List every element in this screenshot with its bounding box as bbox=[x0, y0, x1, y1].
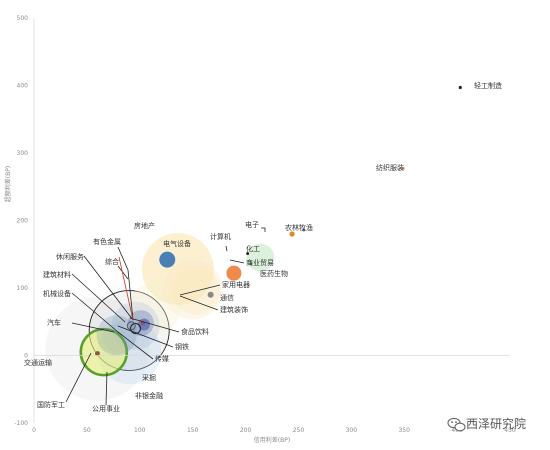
leader-line bbox=[71, 292, 119, 333]
leader-line bbox=[179, 295, 219, 311]
bubble-point bbox=[96, 315, 137, 356]
point-label: 公用事业 bbox=[92, 404, 120, 413]
leader-line bbox=[83, 255, 134, 321]
point-label: 房地产 bbox=[134, 221, 155, 230]
bubble-center-dot bbox=[142, 323, 146, 326]
leader-line bbox=[225, 245, 228, 252]
watermark-text: 西泽研究院 bbox=[466, 416, 526, 431]
leader-line bbox=[71, 322, 115, 333]
point-label: 国防军工 bbox=[37, 400, 65, 409]
point-label: 计算机 bbox=[210, 232, 231, 241]
point-label: 有色金属 bbox=[93, 237, 121, 246]
bubble-point bbox=[226, 265, 242, 281]
leader-line bbox=[117, 265, 129, 280]
wechat-icon bbox=[447, 417, 466, 432]
leader-line bbox=[71, 273, 126, 323]
y-tick-label: 300 bbox=[17, 150, 29, 157]
bubble-point bbox=[141, 233, 214, 306]
x-tick-label: 450 bbox=[504, 427, 516, 434]
leader-line bbox=[129, 317, 180, 333]
point-label: 采掘 bbox=[142, 373, 156, 382]
leader-line bbox=[117, 331, 154, 360]
leader-line bbox=[117, 246, 134, 321]
x-tick-label: 300 bbox=[346, 427, 358, 434]
point-label: 交通运输 bbox=[24, 358, 52, 367]
bubble-center-dot bbox=[209, 293, 212, 297]
y-tick-label: 500 bbox=[17, 15, 29, 22]
point-label: 综合 bbox=[105, 257, 119, 266]
axes-layer: 0 50 100 150 200 250 300 350 400 450 -100 0 100 200 30… bbox=[14, 15, 516, 434]
point-label: 休闲服务 bbox=[56, 252, 84, 261]
y-tick-label: 200 bbox=[17, 218, 29, 225]
y-tick-label: 400 bbox=[17, 83, 29, 90]
x-tick-label: 350 bbox=[398, 427, 410, 434]
point-label: 电子 bbox=[245, 220, 259, 229]
point-label: 农林牧渔 bbox=[285, 223, 313, 232]
bubble-point bbox=[130, 323, 142, 334]
y-tick-label: 0 bbox=[24, 353, 28, 360]
point-label: 电气设备 bbox=[163, 239, 191, 248]
bubble-point bbox=[246, 243, 275, 272]
x-tick-label: 50 bbox=[83, 427, 91, 434]
x-tick-label: 200 bbox=[240, 427, 252, 434]
y-tick-label: -100 bbox=[14, 420, 28, 427]
x-axis-title: 信用利差(BP) bbox=[254, 436, 290, 444]
point-label: 轻工制造 bbox=[474, 81, 502, 90]
point-label: 机械设备 bbox=[43, 289, 71, 298]
y-axis-title: 超额利差(BP) bbox=[4, 166, 12, 202]
point-label: 商业贸易 bbox=[246, 258, 274, 267]
y-tick-label: 100 bbox=[17, 285, 29, 292]
leader-line bbox=[105, 371, 108, 406]
leader-line bbox=[229, 259, 245, 264]
x-tick-label: 250 bbox=[293, 427, 305, 434]
point-label: 家用电器 bbox=[222, 280, 250, 289]
point-label: 汽车 bbox=[47, 318, 61, 327]
x-tick-label: 0 bbox=[32, 427, 36, 434]
point-label: 建筑材料 bbox=[43, 270, 71, 279]
bubble-point bbox=[126, 321, 136, 331]
leader-line bbox=[65, 352, 92, 403]
point-label: 医药生物 bbox=[260, 269, 288, 278]
bubble-point bbox=[401, 166, 405, 171]
bubble-center-dot bbox=[246, 252, 249, 255]
watermark: 西泽研究院 bbox=[447, 416, 526, 432]
bubble-point bbox=[159, 251, 176, 268]
point-label: 化工 bbox=[246, 244, 260, 253]
point-label: 通信 bbox=[220, 293, 234, 302]
bubble-point bbox=[79, 327, 129, 377]
point-label: 传媒 bbox=[155, 354, 169, 363]
leader-line bbox=[117, 325, 174, 348]
point-label: 建筑装饰 bbox=[220, 305, 248, 314]
x-tick-label: 100 bbox=[134, 427, 146, 434]
x-tick-label: 150 bbox=[187, 427, 199, 434]
bubble-point bbox=[289, 231, 295, 237]
point-label: 钢铁 bbox=[175, 342, 189, 351]
leader-line bbox=[261, 227, 266, 232]
point-label: 纺织服装 bbox=[376, 163, 404, 172]
bubble-center-dot bbox=[249, 262, 253, 266]
leader-line bbox=[179, 284, 221, 296]
leader-line-layer bbox=[65, 227, 266, 406]
bubble-point bbox=[302, 228, 306, 232]
point-label: 食品饮料 bbox=[181, 327, 209, 336]
bubble-center-dot bbox=[96, 352, 99, 355]
point-label: 非银金融 bbox=[135, 391, 163, 400]
bubble-point bbox=[458, 85, 462, 90]
bubble-point bbox=[162, 259, 223, 320]
leader-line-accent bbox=[118, 256, 134, 321]
bubble-layer bbox=[45, 85, 462, 401]
